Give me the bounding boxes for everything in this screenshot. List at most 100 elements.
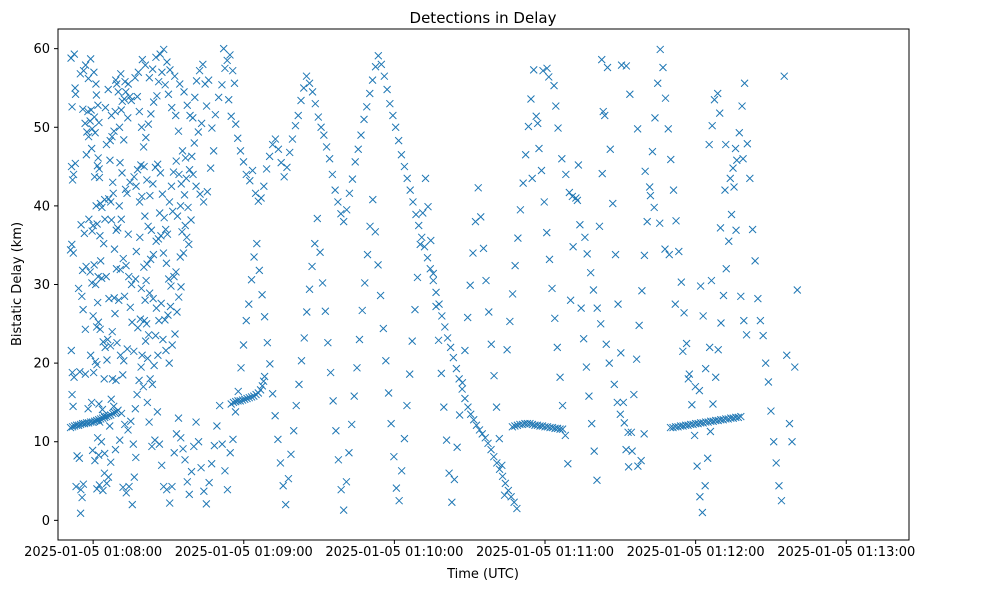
data-point	[739, 316, 748, 325]
data-point	[169, 168, 178, 176]
data-point	[157, 461, 166, 470]
data-point	[585, 392, 593, 400]
data-point	[761, 359, 770, 367]
data-point	[593, 476, 601, 485]
data-point	[764, 378, 773, 386]
data-point	[92, 202, 101, 210]
data-point	[185, 165, 194, 174]
data-point	[184, 203, 192, 212]
data-point	[714, 345, 723, 354]
data-point	[788, 437, 796, 446]
data-point	[94, 101, 102, 110]
data-point	[271, 135, 280, 143]
data-point	[656, 45, 665, 54]
data-point	[777, 496, 786, 505]
data-point	[285, 148, 294, 157]
data-point	[478, 430, 487, 438]
data-point	[351, 158, 360, 166]
data-point	[114, 296, 123, 305]
data-point	[579, 334, 588, 343]
data-point	[395, 496, 404, 505]
data-point	[634, 462, 642, 470]
data-point	[71, 159, 80, 168]
data-point	[146, 374, 154, 383]
data-point	[384, 389, 393, 397]
data-point	[131, 73, 139, 82]
data-point	[421, 174, 430, 183]
data-point	[291, 121, 300, 130]
data-point	[619, 398, 628, 407]
data-point	[205, 478, 213, 487]
data-point	[316, 248, 324, 257]
data-point	[507, 492, 515, 501]
data-point	[116, 158, 124, 167]
data-point	[553, 343, 562, 352]
data-point	[490, 371, 498, 380]
data-point	[371, 227, 380, 236]
data-point	[91, 128, 100, 137]
data-point	[513, 504, 521, 513]
data-point	[379, 324, 388, 333]
data-point	[274, 145, 283, 154]
data-point	[593, 304, 602, 312]
data-point	[68, 422, 77, 431]
data-point	[558, 401, 567, 410]
data-point	[190, 139, 199, 147]
data-point	[106, 136, 115, 145]
data-point	[88, 227, 96, 235]
data-point	[122, 488, 131, 497]
data-point	[76, 509, 85, 518]
data-point	[596, 319, 605, 328]
data-point	[576, 220, 584, 229]
data-point	[100, 374, 109, 383]
data-point	[442, 436, 451, 445]
data-point	[302, 72, 311, 81]
data-point	[355, 335, 364, 344]
data-point	[557, 154, 566, 163]
data-point	[709, 400, 717, 408]
data-point	[131, 453, 140, 462]
data-point	[123, 345, 132, 353]
data-point	[348, 175, 357, 184]
data-point	[247, 393, 256, 401]
data-point	[368, 76, 377, 84]
data-point	[150, 361, 158, 370]
data-point	[173, 212, 182, 220]
data-point	[157, 231, 165, 240]
data-point	[177, 283, 185, 291]
data-point	[521, 150, 530, 159]
data-point	[124, 230, 133, 239]
data-point	[143, 398, 152, 407]
data-point	[347, 420, 356, 429]
x-tick-label: 2025-01-05 01:08:00	[24, 545, 162, 560]
data-point	[135, 376, 143, 385]
data-point	[118, 169, 126, 177]
data-point	[300, 334, 309, 342]
data-point	[130, 473, 139, 481]
data-point	[311, 99, 320, 108]
data-point	[527, 95, 535, 103]
data-point	[227, 112, 236, 121]
data-point	[131, 275, 140, 283]
data-point	[162, 346, 170, 355]
data-point	[132, 247, 141, 256]
data-point	[171, 330, 179, 338]
data-point	[135, 198, 144, 206]
data-point	[143, 176, 151, 184]
data-point	[472, 421, 481, 430]
data-point	[640, 430, 649, 438]
data-point	[124, 80, 133, 88]
data-point	[194, 437, 203, 446]
data-point	[413, 273, 422, 282]
data-point	[610, 380, 619, 389]
data-point	[397, 150, 406, 159]
data-point	[110, 245, 119, 253]
data-point	[417, 233, 426, 242]
data-point	[294, 111, 303, 120]
data-point	[79, 66, 88, 75]
data-point	[174, 293, 183, 301]
data-point	[148, 442, 156, 451]
data-point	[408, 337, 417, 345]
data-point	[259, 377, 268, 386]
data-point	[405, 370, 414, 378]
